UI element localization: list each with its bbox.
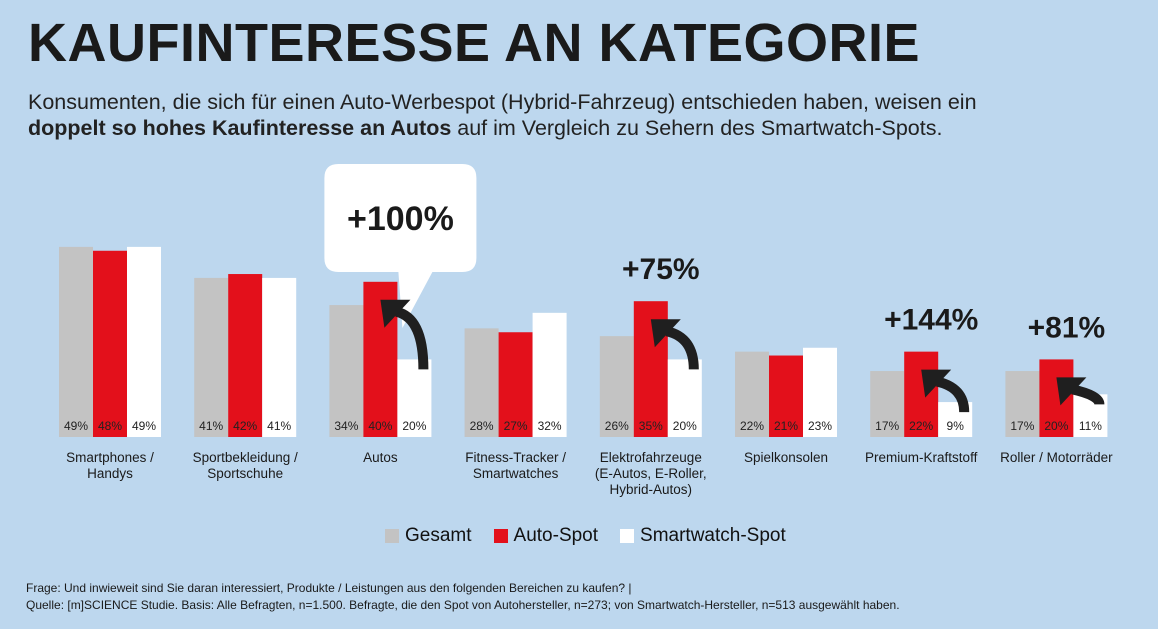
legend-label-smartwatch-spot: Smartwatch-Spot [640,525,786,546]
value-label-auto-spot: 21% [774,419,798,433]
legend-label-gesamt: Gesamt [405,525,472,546]
bar-smartwatch-spot [667,359,702,437]
value-label-smartwatch-spot: 20% [402,419,426,433]
bar-smartwatch-spot [397,359,432,437]
bar-smartwatch-spot [532,312,567,437]
category-label: Fitness-Tracker / [465,450,566,465]
growth-arrow-head [650,319,681,348]
bar-auto-spot [1039,359,1074,437]
value-label-auto-spot: 35% [639,419,663,433]
category-label: Smartwatches [473,466,559,481]
category-label: Smartphones / [66,450,154,465]
value-label-gesamt: 34% [334,419,358,433]
growth-arrow-head [1056,377,1087,406]
legend-swatch-gesamt [385,529,399,543]
growth-arrow [665,326,699,370]
category-label: Handys [87,466,133,481]
chart-subtitle: Konsumenten, die sich für einen Auto-Wer… [28,89,1138,141]
footer-question: Frage: Und inwieweit sind Sie daran inte… [26,581,632,595]
bar-smartwatch-spot [803,347,837,437]
bar-gesamt [1005,371,1040,437]
subtitle-text-start: Konsumenten, die sich für einen Auto-Wer… [28,90,977,114]
callout-label: +100% [347,200,454,238]
value-label-smartwatch-spot: 49% [132,419,156,433]
chart-title: KAUFINTERESSE AN KATEGORIE [28,13,921,73]
category-label: (E-Autos, E-Roller, [595,466,707,481]
category-label: Hybrid-Autos) [610,482,693,497]
value-label-gesamt: 22% [740,419,764,433]
value-label-gesamt: 28% [470,419,494,433]
legend-label-auto-spot: Auto-Spot [513,525,599,546]
legend-swatch-auto-spot [493,529,508,543]
bar-gesamt [464,328,499,437]
subtitle-highlight: doppelt so hohes Kaufinteresse an Autos [28,116,452,140]
category-label: Autos [363,450,398,465]
growth-label: +144% [884,304,978,337]
bar-gesamt [59,246,93,437]
value-label-auto-spot: 22% [909,419,933,433]
value-label-smartwatch-spot: 20% [673,419,697,433]
legend-item-smartwatch-spot: Smartwatch-Spot [620,525,786,547]
value-label-smartwatch-spot: 23% [808,419,832,433]
legend-item-auto-spot: Auto-Spot [493,525,599,547]
value-label-auto-spot: 48% [98,419,122,433]
bar-auto-spot [769,355,803,437]
value-label-gesamt: 17% [875,419,899,433]
growth-arrow-head [380,299,411,328]
category-label: Sportbekleidung / [193,450,298,465]
subtitle-text-end: auf im Vergleich zu Sehern des Smartwatc… [451,116,943,140]
growth-arrow [1071,384,1105,406]
legend-swatch-smartwatch-spot [620,529,635,543]
bar-smartwatch-spot [262,277,297,437]
bar-gesamt [194,277,229,437]
growth-label: +75% [622,253,700,286]
bar-gesamt [329,305,364,437]
bar-smartwatch-spot [127,246,161,437]
category-label: Premium-Kraftstoff [865,450,978,465]
category-label: Sportschuhe [207,466,283,481]
category-label: Elektrofahrzeuge [600,450,702,465]
callout-bubble [324,164,477,328]
bar-auto-spot [228,274,263,437]
bar-auto-spot [498,332,533,437]
value-label-smartwatch-spot: 9% [947,419,965,433]
growth-arrow-head [921,369,952,398]
value-label-auto-spot: 20% [1044,419,1068,433]
bar-auto-spot [904,351,939,437]
value-label-gesamt: 17% [1010,419,1034,433]
legend: Gesamt Auto-Spot Smartwatch-Spot [385,524,786,548]
value-label-gesamt: 26% [605,419,629,433]
bar-gesamt [735,351,769,437]
value-label-auto-spot: 27% [504,419,528,433]
bar-gesamt [599,336,634,437]
bar-auto-spot [93,250,127,437]
value-label-smartwatch-spot: 11% [1079,419,1102,433]
footer-notes: Frage: Und inwieweit sind Sie daran inte… [26,580,900,614]
legend-item-gesamt: Gesamt [385,525,472,547]
category-label: Spielkonsolen [744,450,828,465]
value-label-auto-spot: 40% [368,419,392,433]
value-label-gesamt: 49% [64,419,88,433]
bar-gesamt [870,371,905,437]
value-label-smartwatch-spot: 32% [538,419,562,433]
category-label: Roller / Motorräder [1000,450,1113,465]
value-label-gesamt: 41% [199,419,223,433]
growth-arrow [935,376,970,413]
footer-source: Quelle: [m]SCIENCE Studie. Basis: Alle B… [26,598,900,612]
value-label-smartwatch-spot: 41% [267,419,291,433]
growth-label: +81% [1028,311,1106,344]
growth-arrow [394,306,429,370]
value-label-auto-spot: 42% [233,419,257,433]
